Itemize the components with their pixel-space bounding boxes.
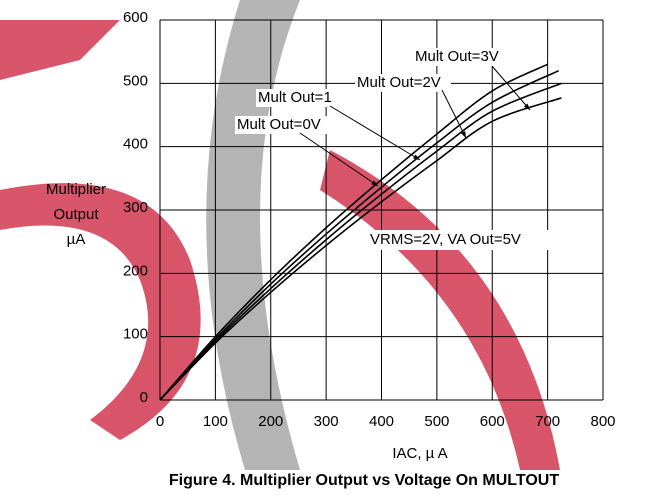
x-tick-label: 700: [535, 413, 560, 430]
series-label: Mult Out=2V: [357, 74, 441, 91]
x-tick-label: 800: [590, 413, 615, 430]
y-tick-label: 100: [123, 326, 148, 343]
series-label: Mult Out=0V: [237, 116, 321, 133]
series-line: [159, 82, 562, 401]
legend-label-bg: [256, 89, 352, 107]
y-tick-label: 300: [123, 199, 148, 216]
y-tick-label: 0: [140, 389, 148, 406]
series-line: [159, 97, 562, 401]
arrow-head: [371, 180, 378, 186]
annotation: VRMS=2V, VA Out=5V: [370, 231, 521, 248]
x-tick-label: 300: [314, 413, 339, 430]
y-axis-label: Output: [53, 206, 99, 223]
y-tick-label: 200: [123, 262, 148, 279]
legend-label-bg: [355, 74, 451, 92]
legend-label-bg: [413, 48, 509, 66]
y-tick-label: 500: [123, 72, 148, 89]
y-axis-label: Multiplier: [46, 181, 106, 198]
watermark-shape: [206, 0, 300, 470]
x-tick-label: 500: [424, 413, 449, 430]
y-tick-label: 600: [123, 9, 148, 26]
plot: 0 100 200 300 400 500 600 700 800 0 100 200 300 400 50…: [123, 9, 616, 430]
x-tick-label: 0: [156, 413, 164, 430]
label-arrow: [299, 132, 379, 187]
series-line: [159, 63, 548, 401]
x-tick-label: 100: [203, 413, 228, 430]
arrow-head: [413, 154, 420, 160]
x-tick-label: 400: [369, 413, 394, 430]
watermark-shape: [0, 20, 120, 80]
label-arrow: [441, 89, 467, 139]
annotation-bg: [368, 230, 556, 250]
series-label: Mult Out=3V: [415, 48, 499, 65]
x-axis-label: IAC, µ A: [392, 445, 447, 462]
series-label: Mult Out=1: [258, 89, 332, 106]
x-tick-label: 200: [258, 413, 283, 430]
arrow-head: [460, 131, 466, 138]
label-arrow: [329, 105, 421, 161]
arrow-head: [523, 103, 530, 110]
y-tick-label: 400: [123, 136, 148, 153]
y-axis-label: µA: [67, 231, 86, 248]
legend-label-bg: [235, 116, 331, 134]
watermark-shape: [0, 183, 201, 441]
label-arrow: [491, 65, 531, 111]
series-line: [159, 69, 560, 401]
caption: Figure 4. Multiplier Output vs Voltage O…: [169, 472, 559, 489]
x-tick-label: 600: [480, 413, 505, 430]
